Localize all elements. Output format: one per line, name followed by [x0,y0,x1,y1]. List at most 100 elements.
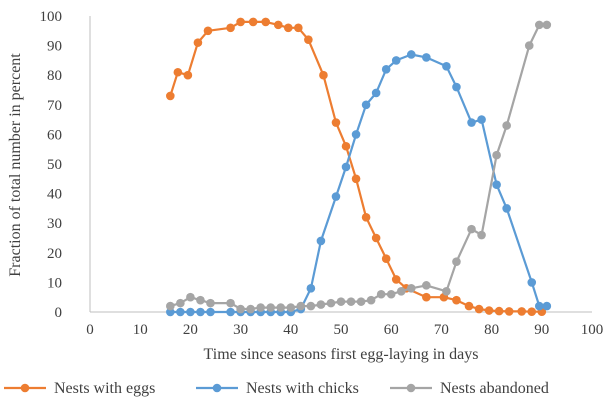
x-tick-label: 60 [384,322,399,338]
data-point [376,289,386,299]
data-point [442,62,451,71]
data-point [542,20,552,30]
data-point [371,88,381,98]
data-point [173,67,183,77]
data-point [477,115,486,124]
data-point [226,298,235,308]
data-point [351,174,361,184]
legend-swatch-marker [20,383,30,393]
y-tick-label: 40 [47,187,62,203]
series-line [169,20,542,313]
y-tick-label: 30 [47,216,62,232]
y-tick-label: 20 [47,246,62,262]
x-tick-label: 10 [133,322,148,338]
y-tick-label: 10 [47,275,62,291]
data-point [319,70,328,80]
data-point [341,162,351,172]
legend-swatch-marker [406,383,416,393]
x-tick-label: 100 [581,322,604,338]
data-point [361,212,371,222]
series-2 [166,20,552,314]
data-point [492,180,501,190]
data-point [504,307,514,316]
data-point [203,26,213,36]
data-point [186,292,195,302]
data-point [381,254,391,264]
x-tick-label: 0 [86,322,94,338]
data-point [406,50,416,59]
data-point [166,301,175,311]
y-tick-label: 50 [47,157,62,173]
data-point [452,82,461,92]
data-point [196,307,205,317]
data-point [316,300,326,309]
data-point [166,91,175,101]
data-point [306,301,316,311]
data-point [346,297,356,306]
data-point [406,284,416,293]
data-point [341,141,351,151]
data-point [226,23,235,33]
data-point [391,275,401,284]
data-point [422,292,431,302]
series-layer [166,17,552,317]
data-point [351,130,361,139]
data-point [186,307,195,317]
data-point [474,304,484,314]
data-point [527,307,537,317]
data-point [391,56,401,65]
data-point [276,303,286,312]
x-tick-label: 40 [283,322,298,338]
data-point [193,38,203,47]
data-point [361,100,371,110]
legend-label: Nests with chicks [246,380,359,397]
y-tick-label: 0 [55,305,63,321]
data-point [246,304,255,314]
data-point [176,298,185,308]
x-tick-label: 30 [233,322,248,338]
data-point [422,281,431,290]
data-point [484,306,494,315]
data-point [386,289,396,299]
data-point [371,233,381,243]
data-point [296,301,306,311]
series-1 [166,50,552,317]
data-point [381,64,391,74]
data-point [206,307,215,317]
legend-label: Nests abandoned [440,380,549,397]
data-point [534,20,544,30]
series-line [169,23,547,311]
data-point [176,307,185,317]
data-point [261,17,271,27]
data-point [492,150,501,160]
data-point [467,224,476,234]
data-point [304,35,313,44]
data-point [396,286,406,296]
data-point [286,303,296,312]
series-0 [166,17,547,317]
data-point [326,298,336,308]
data-point [273,20,283,30]
data-point [331,118,341,127]
data-point [366,295,376,305]
data-point [494,306,504,316]
data-point [294,23,303,33]
x-axis-title: Time since seasons first egg-laying in d… [204,346,479,363]
data-point [524,41,534,50]
axes: 0 10 20 30 40 50 60 70 80 90 100 0 10 20 30 40 50 60 70 80 9… [40,9,604,338]
legend-swatch-marker [212,383,222,393]
data-point [442,286,451,296]
legend-item: Nests abandoned [390,380,549,397]
data-point [256,303,265,312]
data-point [452,257,461,266]
data-point [306,284,316,293]
data-point [196,295,205,305]
y-axis-title: Fraction of total number in percent [7,53,24,277]
data-point [283,23,293,33]
data-point [266,303,276,312]
data-point [226,307,235,317]
legend-label: Nests with eggs [54,380,155,397]
data-point [206,298,215,308]
